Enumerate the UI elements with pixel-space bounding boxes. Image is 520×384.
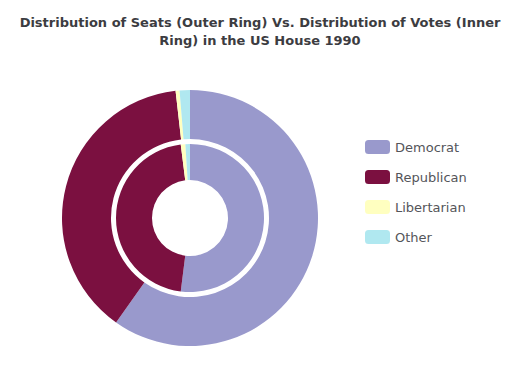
- svg-text:Other: Other: [395, 230, 433, 245]
- svg-text:Ring) in the US House 1990: Ring) in the US House 1990: [159, 33, 360, 48]
- svg-text:Democrat: Democrat: [395, 140, 459, 155]
- svg-text:Libertarian: Libertarian: [395, 200, 466, 215]
- svg-text:Republican: Republican: [395, 170, 467, 185]
- svg-text:Distribution of Seats (Outer R: Distribution of Seats (Outer Ring) Vs. D…: [20, 15, 501, 30]
